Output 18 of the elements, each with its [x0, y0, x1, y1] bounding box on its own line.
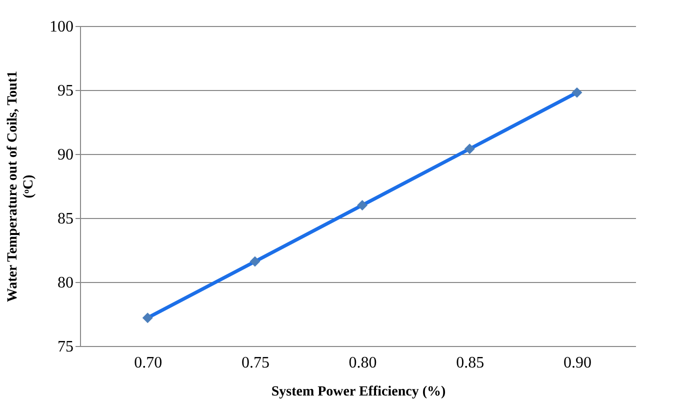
x-tick-label: 0.75 — [241, 354, 270, 372]
y-tick-label: 100 — [50, 18, 74, 36]
x-tick-label: 0.85 — [456, 354, 484, 372]
x-tick-label: 0.90 — [563, 354, 592, 372]
point — [142, 312, 153, 324]
x-tick-label: 0.70 — [134, 354, 162, 372]
point — [464, 144, 475, 154]
y-tick-label: 75 — [58, 338, 74, 356]
point — [250, 256, 260, 267]
y-axis-title: Water Temperature out of Coils, Tout1 (ᵒC) — [6, 70, 36, 302]
x-axis-title: System Power Efficiency (%) — [271, 384, 446, 400]
y-tick-label: 90 — [58, 146, 74, 164]
y-tick-label: 85 — [58, 210, 74, 228]
x-tick-label: 0.80 — [348, 354, 377, 372]
y-tick-label: 80 — [58, 274, 74, 292]
point — [572, 87, 582, 98]
point — [357, 200, 368, 210]
y-tick-label: 95 — [58, 82, 74, 100]
